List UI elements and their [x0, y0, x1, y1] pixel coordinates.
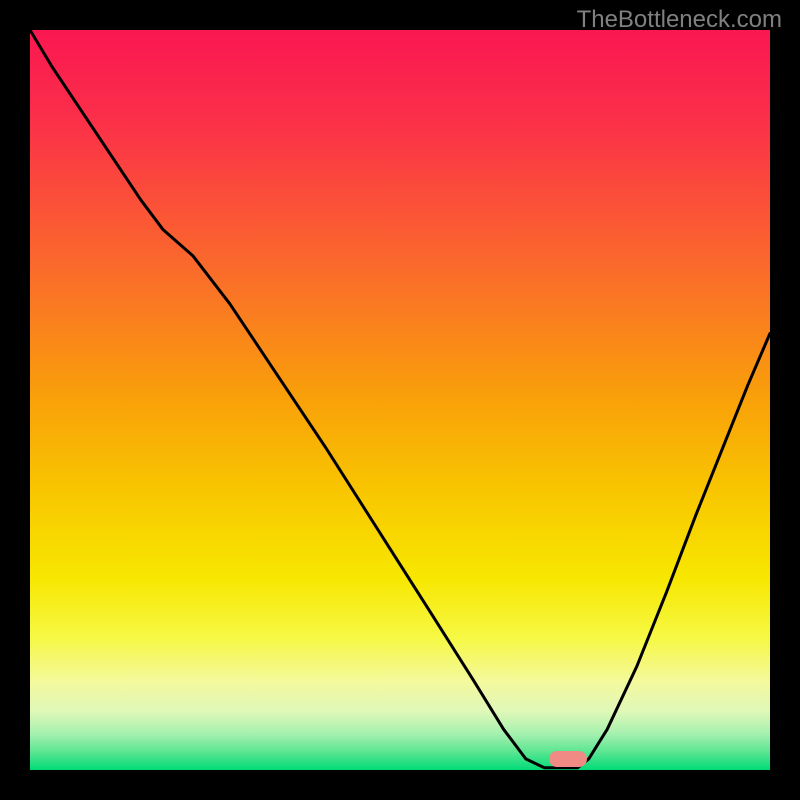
chart-plot-area	[30, 30, 770, 770]
watermark-text: TheBottleneck.com	[577, 6, 782, 34]
optimal-marker	[549, 751, 587, 767]
bottleneck-curve	[30, 30, 770, 770]
